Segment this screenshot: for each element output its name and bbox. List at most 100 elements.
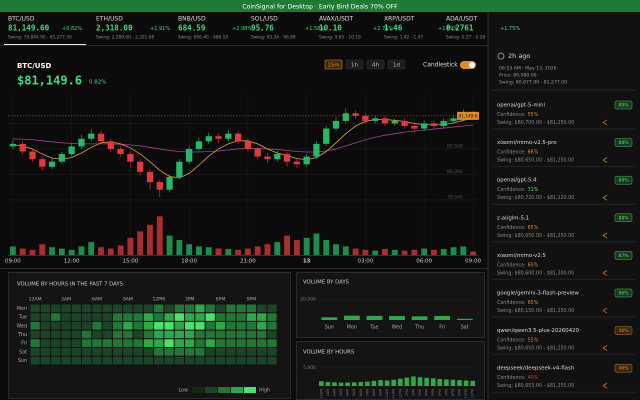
interval-button[interactable] (366, 59, 385, 70)
x-tick-label: 21:00 (240, 259, 256, 265)
volume-bar (352, 248, 359, 255)
share-icon[interactable] (602, 345, 608, 351)
volume-bar (235, 249, 242, 255)
heat-cell (174, 348, 184, 356)
ticker-swing: Swing: 0.27 - 0.28 (446, 35, 485, 41)
confidence-value: 40% (528, 375, 539, 381)
heat-cell (154, 313, 164, 321)
ticker-change: +1.89% (438, 26, 458, 32)
share-icon[interactable] (602, 119, 608, 126)
y-tick-label: 81,000 (447, 118, 463, 124)
candle-body (146, 171, 154, 183)
confidence-value: 66% (528, 149, 539, 155)
heat-cell (164, 339, 174, 347)
candle-body (421, 123, 428, 129)
heat-cell (164, 348, 174, 356)
candle-body (78, 138, 85, 147)
x-tick-label: Sat (461, 325, 469, 331)
model-name: xiaomi/mimo-v2.5-pro (497, 140, 557, 146)
heat-cell (71, 304, 81, 313)
share-icon[interactable] (602, 307, 608, 314)
share-icon[interactable] (602, 157, 608, 163)
heat-cell (123, 304, 133, 313)
heat-cell (257, 356, 267, 365)
candle-body (234, 133, 242, 142)
heat-cell (133, 321, 143, 330)
last-price-tag (457, 111, 479, 120)
score-badge (614, 326, 633, 335)
heat-cell (226, 304, 236, 313)
candle-body (117, 148, 124, 155)
heat-cell (82, 304, 92, 313)
volume-bar (166, 235, 173, 255)
heat-cell (215, 313, 226, 321)
heat-cell (112, 304, 123, 313)
model-name: qwen/qwen3.5-plus-20260420 (497, 328, 580, 334)
bar (378, 380, 383, 386)
y-tick-label: 20,000 (300, 297, 316, 303)
ticker-swing: Swing: 79,844.90 - 81,277.30 (8, 35, 72, 41)
x-tick-label: 1PM (405, 389, 409, 396)
ticker-symbol: ADA/USDT (446, 16, 478, 23)
heat-cell (236, 348, 246, 356)
confidence-label: Confidence: (497, 224, 526, 230)
confidence-label: Confidence: (497, 187, 526, 193)
x-tick-label: Sun (325, 325, 334, 331)
volume-bar (205, 247, 212, 255)
score-badge (614, 364, 633, 373)
heat-cell (92, 313, 102, 321)
hour-label: 6PM (216, 297, 226, 303)
candle-body (411, 126, 418, 129)
ticker-symbol: BNB/USD (178, 16, 206, 23)
bar (318, 381, 324, 386)
volume-bar (78, 246, 85, 255)
banner-text: CoinSignal for Desktop · Early Bird Deal… (242, 4, 398, 11)
legend-swatch (205, 387, 217, 393)
candle-body (283, 154, 291, 162)
interval-button[interactable] (345, 59, 364, 70)
heat-cell (112, 321, 123, 330)
share-icon[interactable] (602, 382, 608, 389)
candle-body (293, 161, 300, 165)
bar (338, 382, 344, 386)
candle-body (342, 113, 349, 121)
heat-cell (174, 330, 184, 339)
interval-button[interactable] (324, 59, 343, 70)
heat-cell (133, 356, 143, 365)
x-tick-label: 10AM (385, 389, 389, 399)
bar (384, 380, 390, 386)
share-icon[interactable] (602, 232, 608, 239)
heat-cell (195, 313, 205, 321)
confidence-value: 65% (528, 224, 539, 230)
heat-cell (205, 304, 215, 313)
heat-cell (112, 339, 123, 347)
share-icon[interactable] (602, 194, 608, 201)
ticker-swing: Swing: 9.85 - 10.18 (319, 35, 361, 41)
heat-cell (61, 304, 71, 313)
confidence-line: Confidence: 55% (497, 112, 539, 118)
x-tick-label: 15:00 (122, 259, 138, 265)
score-badge (614, 138, 633, 147)
volume-bar (264, 244, 271, 255)
hour-label: 6AM (92, 297, 102, 303)
interval-button[interactable] (387, 59, 406, 70)
hour-label: 3AM (61, 297, 71, 303)
banner[interactable] (0, 0, 640, 12)
model-swing: Swing: $80,150.00 - $81,250.00 (497, 308, 574, 314)
heat-cell (102, 356, 112, 365)
heat-cell (267, 304, 277, 313)
score-label: 86% (618, 291, 629, 297)
score-label: 88% (618, 140, 629, 146)
signal-swing: Swing: 80,877.00 - 81,277.00 (499, 80, 567, 86)
heat-cell (164, 313, 174, 321)
legend-swatch (218, 387, 230, 393)
model-swing: Swing: $80,700.00 - $81,250.00 (497, 120, 574, 126)
heat-cell (51, 330, 61, 339)
candle-body (264, 156, 271, 160)
y-tick-label: 80,500 (447, 143, 463, 149)
bar (389, 316, 405, 320)
heat-cell (195, 356, 205, 365)
volume-bar (225, 248, 232, 255)
share-icon[interactable] (602, 270, 608, 276)
ticker-price: 0.2761 (446, 24, 474, 33)
